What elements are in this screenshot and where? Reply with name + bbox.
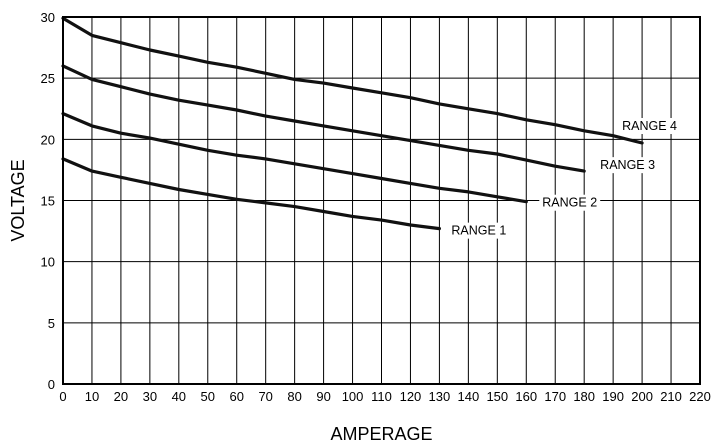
x-tick-label: 190 — [602, 389, 624, 404]
series-label-background — [619, 118, 681, 135]
x-tick-label: 170 — [544, 389, 566, 404]
series-label: RANGE 4 — [622, 119, 677, 133]
y-tick-label: 10 — [41, 255, 55, 270]
x-tick-label: 60 — [229, 389, 243, 404]
x-tick-label: 10 — [85, 389, 99, 404]
x-tick-label: 50 — [201, 389, 215, 404]
series-label-group: RANGE 1 — [448, 222, 510, 239]
x-tick-label: 100 — [342, 389, 364, 404]
x-tick-label: 40 — [172, 389, 186, 404]
x-tick-label: 200 — [631, 389, 653, 404]
y-tick-label: 20 — [41, 132, 55, 147]
series-label-background — [448, 222, 510, 239]
series-line-3 — [61, 64, 586, 173]
series-label-group: RANGE 2 — [539, 194, 601, 211]
x-tick-label: 220 — [689, 389, 711, 404]
x-tick-label: 160 — [515, 389, 537, 404]
y-tick-label: 0 — [48, 377, 55, 392]
x-tick-label: 130 — [429, 389, 451, 404]
series-label: RANGE 2 — [542, 196, 597, 210]
y-tick-label: 15 — [41, 194, 55, 209]
series-label-group: RANGE 4 — [619, 118, 681, 135]
x-axis-title: AMPERAGE — [330, 424, 432, 444]
x-tick-label: 0 — [59, 389, 66, 404]
series-label-group: RANGE 3 — [597, 157, 659, 174]
series-label-background — [597, 157, 659, 174]
y-axis-title: VOLTAGE — [8, 159, 28, 241]
series-label-layer: RANGE 1 RANGE 2 RANGE 3 RANGE 4 — [448, 118, 681, 239]
tick-label-layer: 0 10 20 30 40 50 60 70 80 90 100 110 120 130 140 150 160… — [41, 10, 711, 404]
series-line-2 — [61, 112, 528, 204]
series-layer — [61, 16, 644, 231]
x-tick-label: 30 — [143, 389, 157, 404]
x-tick-label: 90 — [316, 389, 330, 404]
x-tick-label: 150 — [486, 389, 508, 404]
series-label: RANGE 1 — [451, 224, 506, 238]
x-tick-label: 110 — [371, 389, 392, 404]
series-line-4 — [61, 16, 644, 145]
grid-layer — [62, 16, 701, 385]
series-label: RANGE 3 — [600, 158, 655, 172]
x-tick-label: 120 — [400, 389, 422, 404]
x-tick-label: 80 — [287, 389, 301, 404]
series-line-1 — [61, 157, 441, 231]
plot-frame — [62, 16, 701, 385]
y-tick-label: 25 — [41, 71, 55, 86]
y-tick-label: 5 — [48, 316, 55, 331]
x-tick-label: 70 — [258, 389, 272, 404]
x-tick-label: 20 — [114, 389, 128, 404]
x-tick-label: 140 — [458, 389, 480, 404]
y-tick-label: 30 — [41, 10, 55, 25]
x-tick-label: 180 — [573, 389, 595, 404]
x-tick-label: 210 — [660, 389, 682, 404]
series-label-background — [539, 194, 601, 211]
